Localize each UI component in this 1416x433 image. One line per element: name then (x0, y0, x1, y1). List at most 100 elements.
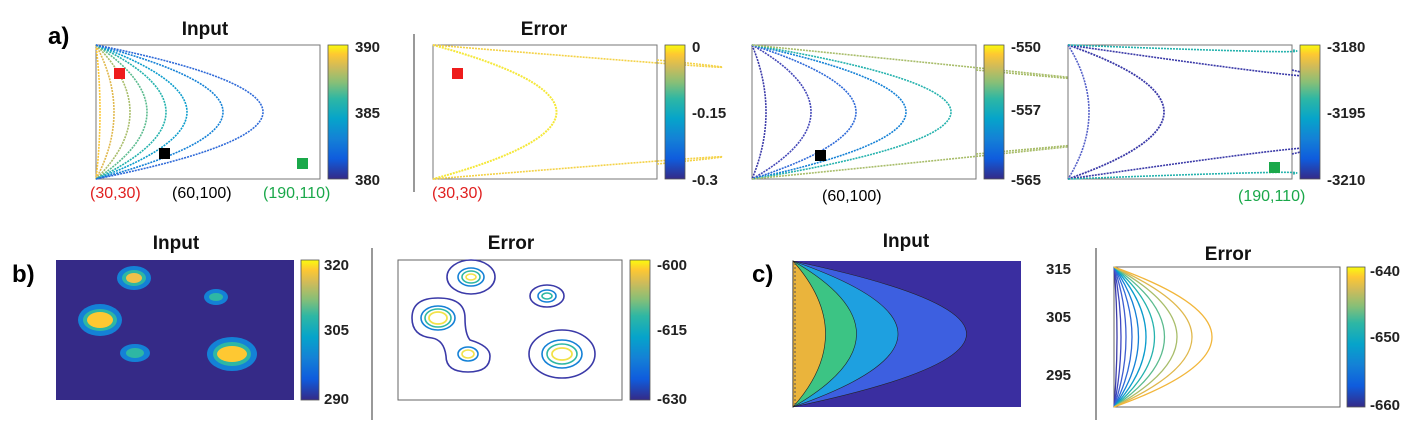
c2-arc-10 (1113, 266, 1193, 408)
c-error-title: Error (1205, 244, 1252, 265)
b1-blob-5 (207, 337, 257, 371)
c2-arc-9 (1113, 266, 1178, 408)
c2-arc-5 (1113, 266, 1140, 408)
a2-marker-red (452, 68, 463, 79)
a1-arc-8 (95, 44, 264, 180)
c2-arc-2 (1113, 266, 1122, 408)
b1-tick-top: 320 (324, 257, 349, 274)
b2-ring-1 (446, 259, 496, 295)
b1-blob-1 (117, 266, 151, 290)
a2-tick-top: 0 (692, 39, 700, 56)
a3-arc-5 (751, 44, 952, 180)
b2-tick-bottom: -630 (657, 391, 687, 408)
a1-arc-4 (95, 44, 148, 180)
c2-tick-bottom: -660 (1370, 397, 1400, 414)
b1-tick-mid: 305 (324, 322, 349, 339)
b1-blob-2 (204, 289, 228, 305)
c2-arc-11 (1113, 266, 1213, 408)
coord-label-black-2: (60,100) (822, 188, 882, 205)
c1-tick-mid: 305 (1046, 309, 1071, 326)
a2-tick-mid: -0.15 (692, 105, 726, 122)
c2-arc-3 (1113, 266, 1127, 408)
b2-tick-mid: -615 (657, 322, 687, 339)
coord-label-green-2: (190,110) (1238, 188, 1305, 205)
b2-ring-4 (528, 329, 596, 379)
a2-arc-1 (432, 44, 558, 180)
a1-arc-2 (95, 44, 115, 180)
coord-label-red: (30,30) (90, 185, 141, 202)
panel-label-b: b) (12, 261, 35, 288)
a3-colorbar: -550 -557 -565 (983, 39, 1041, 189)
c1-heatmap (792, 260, 1021, 408)
c2-arc-6 (1113, 266, 1147, 408)
c2-arc-1 (1113, 266, 1118, 408)
c2-arc-7 (1113, 266, 1156, 408)
b1-colorbar: 320 305 290 (300, 257, 349, 408)
c-input-title: Input (883, 231, 930, 252)
b2-colorbar: -600 -615 -630 (629, 257, 687, 408)
a1-arc-5 (95, 44, 167, 180)
a2-arc-2 (432, 44, 724, 69)
c2-tick-mid: -650 (1370, 329, 1400, 346)
a3-tick-bottom: -565 (1011, 172, 1041, 189)
coord-label-green: (190,110) (263, 185, 330, 202)
a1-heatmap (95, 44, 321, 180)
b1-heatmap (56, 260, 294, 400)
a1-marker-black (159, 148, 170, 159)
a1-marker-green (297, 158, 308, 169)
a4-colorbar: -3180 -3195 -3210 (1299, 39, 1365, 189)
a1-tick-mid: 385 (355, 105, 380, 122)
c2-colorbar: -640 -650 -660 (1346, 263, 1400, 414)
a1-arc-1 (95, 44, 101, 180)
b-input-title: Input (153, 233, 200, 254)
a2-colorbar: 0 -0.15 -0.3 (664, 39, 726, 189)
a1-arc-6 (95, 44, 188, 180)
a4-arc-6 (1067, 171, 1298, 180)
a3-heatmap (751, 44, 1098, 180)
a3-arc-3 (751, 44, 857, 180)
a2-heatmap (432, 44, 724, 180)
coord-label-red-2: (30,30) (432, 185, 483, 202)
a3-marker-black (815, 150, 826, 161)
a3-tick-top: -550 (1011, 39, 1041, 56)
c1-tick-bottom: 295 (1046, 367, 1071, 384)
b2-ring-3 (411, 297, 491, 373)
c1-tick-top: 315 (1046, 261, 1071, 278)
b1-blob-3 (78, 304, 122, 336)
c2-arc-4 (1113, 266, 1133, 408)
a1-arc-3 (95, 44, 131, 180)
a1-tick-bottom: 380 (355, 172, 380, 189)
a2-tick-bottom: -0.3 (692, 172, 718, 189)
b2-tick-top: -600 (657, 257, 687, 274)
a4-arc-5 (1067, 44, 1298, 53)
a1-marker-red (114, 68, 125, 79)
b-error-title: Error (488, 233, 535, 254)
a1-tick-top: 390 (355, 39, 380, 56)
a1-arc-7 (95, 44, 224, 180)
a4-arc-2 (1067, 44, 1165, 180)
c2-tick-top: -640 (1370, 263, 1400, 280)
a-input-title: Input (182, 19, 229, 40)
a4-marker-green (1269, 162, 1280, 173)
b2-ring-2 (529, 284, 565, 308)
a4-heatmap (1067, 44, 1313, 180)
c1-band-4 (792, 260, 826, 408)
a3-tick-mid: -557 (1011, 102, 1041, 119)
coord-label-black: (60,100) (172, 185, 232, 202)
a2-arc-3 (432, 155, 724, 180)
c1-colorbar-ticks: 315 305 295 (1046, 261, 1071, 384)
b1-tick-bottom: 290 (324, 391, 349, 408)
a4-tick-top: -3180 (1327, 39, 1365, 56)
a1-colorbar: 390 385 380 (327, 39, 380, 189)
a3-arc-2 (751, 44, 812, 180)
panel-label-c: c) (752, 261, 773, 288)
c2-arc-8 (1113, 266, 1165, 408)
panel-label-a: a) (48, 23, 69, 50)
a-error-title: Error (521, 19, 568, 40)
b2-heatmap (397, 259, 623, 401)
b1-blob-4 (120, 344, 150, 362)
c2-heatmap (1113, 266, 1341, 408)
a3-arc-1 (751, 44, 767, 180)
a4-tick-bottom: -3210 (1327, 172, 1365, 189)
